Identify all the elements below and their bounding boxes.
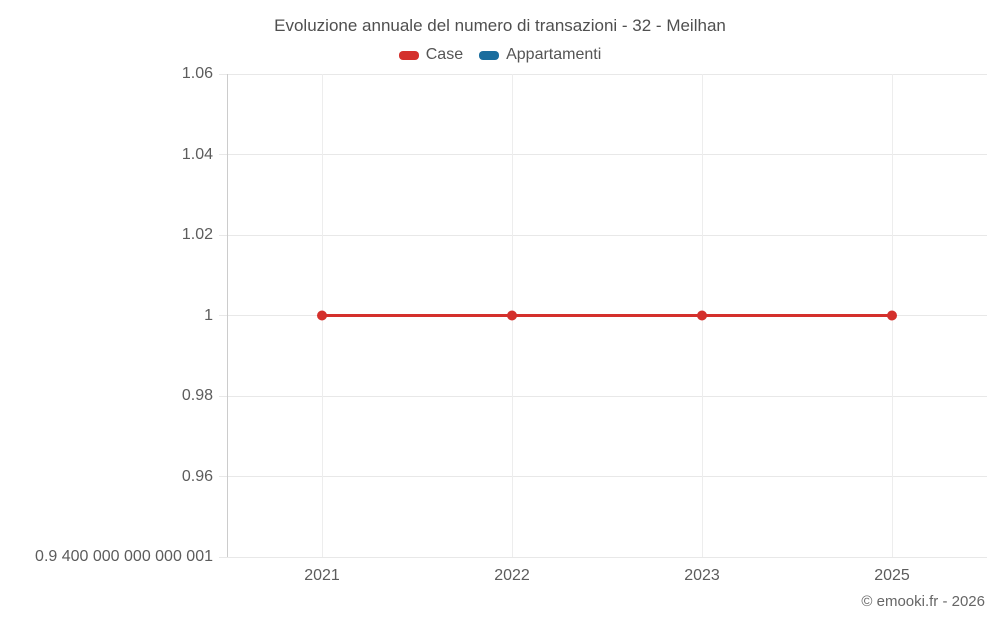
- series-layer: [317, 310, 897, 321]
- gridline-horizontal: [219, 395, 987, 397]
- x-tick-label: 2021: [304, 567, 340, 584]
- y-tick-label: 1.06: [181, 65, 213, 82]
- legend-item-case[interactable]: Case: [398, 46, 464, 64]
- gridline-horizontal: [219, 154, 987, 155]
- data-point[interactable]: [507, 310, 517, 321]
- x-tick-label: 2022: [494, 567, 530, 584]
- legend-item-appartamenti[interactable]: Appartamenti: [479, 46, 601, 64]
- credit: © emooki.fr - 2026: [861, 593, 985, 610]
- x-tick-label: 2023: [684, 567, 720, 584]
- y-tick-label: 0.98: [181, 387, 213, 404]
- data-point[interactable]: [887, 310, 897, 321]
- legend-swatch-icon: [398, 50, 419, 60]
- legend-swatch-icon: [479, 50, 500, 60]
- y-tick-label: 1.04: [181, 145, 213, 163]
- gridline-horizontal: [219, 234, 987, 236]
- gridline-horizontal: [219, 73, 987, 75]
- legend-label: Appartamenti: [506, 46, 602, 63]
- y-tick-label: 0.96: [181, 467, 213, 485]
- gridline-horizontal: [219, 476, 987, 477]
- y-tick-label: 1: [204, 306, 213, 324]
- y-axis-line: [227, 74, 228, 557]
- chart-title: Evoluzione annuale del numero di transaz…: [274, 16, 726, 35]
- legend-label: Case: [425, 46, 464, 63]
- y-tick-label: 0.9 400 000 000 000 001: [35, 548, 213, 565]
- data-point[interactable]: [317, 310, 327, 321]
- data-point[interactable]: [697, 310, 707, 321]
- gridline-horizontal: [219, 556, 987, 558]
- legend: Case Appartamenti: [0, 46, 1000, 64]
- y-tick-label: 1.02: [181, 226, 213, 243]
- x-tick-label: 2025: [874, 567, 910, 584]
